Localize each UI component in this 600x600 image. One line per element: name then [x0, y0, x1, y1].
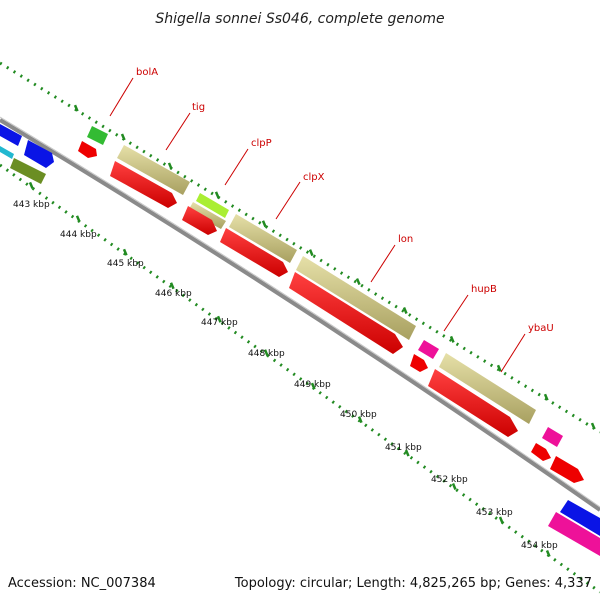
tick-mark — [261, 220, 267, 228]
tick-mark — [216, 315, 222, 323]
gene-label-bolA: bolA — [136, 67, 158, 78]
gene-labels: bolA tig clpP clpX lon hupB ybaU — [136, 67, 554, 334]
tick-mark — [451, 483, 457, 491]
neighbor-blue-feature — [0, 124, 22, 146]
accession-text: Accession: NC_007384 — [8, 576, 156, 591]
gene-label-ybaU: ybaU — [528, 323, 554, 334]
gene-label-clpX: clpX — [303, 172, 325, 183]
neighbor-features-left — [0, 124, 54, 184]
tick-mark — [498, 516, 504, 524]
tick-mark — [120, 133, 126, 141]
tick-mark — [545, 549, 551, 557]
gene-red-arrow — [550, 456, 584, 483]
leader-lon — [370, 244, 396, 283]
tick-mark — [169, 282, 175, 290]
neighbor-pink-feature-right — [548, 512, 600, 556]
tick-mark — [310, 382, 316, 390]
gene-ybaU-forward — [439, 353, 536, 424]
gene-hupB-small — [418, 340, 439, 359]
tick-mark — [404, 449, 410, 457]
gene-tig-reverse — [110, 161, 177, 208]
tick-mark — [449, 335, 455, 343]
tick-mark — [167, 162, 173, 170]
gene-tig-forward — [117, 145, 190, 195]
tick-mark — [28, 181, 34, 189]
gene-pink-small — [542, 427, 563, 447]
neighbor-cyan-feature — [0, 146, 14, 159]
tick-mark — [355, 278, 361, 286]
tick-label: 446 kbp — [155, 289, 192, 299]
tick-mark — [263, 349, 269, 357]
tick-label: 444 kbp — [60, 230, 97, 240]
outer-dotted-ring — [0, 61, 600, 434]
tick-label: 445 kbp — [107, 259, 144, 269]
tick-mark — [75, 215, 81, 223]
gene-ybaU-reverse — [428, 369, 518, 437]
map-title: Shigella sonnei Ss046, complete genome — [155, 11, 444, 27]
tick-label: 451 kbp — [385, 443, 422, 453]
gene-clpX-forward — [229, 214, 297, 263]
tick-label: 443 kbp — [13, 200, 50, 210]
leader-clpX — [275, 181, 301, 220]
tick-label: 449 kbp — [294, 380, 331, 390]
gene-lon-forward — [296, 256, 416, 340]
gene-clpX-reverse — [220, 228, 288, 277]
tick-mark — [73, 104, 79, 112]
tick-mark — [214, 191, 220, 199]
tick-label: 454 kbp — [521, 541, 558, 551]
tick-mark — [122, 248, 128, 256]
gene-hupB-reverse — [410, 354, 428, 372]
gene-features — [78, 126, 600, 556]
leader-bolA — [109, 77, 134, 117]
gene-label-lon: lon — [398, 234, 413, 245]
genome-backbone — [0, 118, 600, 512]
gene-label-clpP: clpP — [251, 138, 272, 149]
tick-mark — [402, 306, 408, 314]
leader-tig — [165, 112, 191, 151]
gene-label-tig: tig — [192, 102, 205, 113]
neighbor-blue-feature — [24, 140, 54, 168]
tick-label: 448 kbp — [248, 349, 285, 359]
leader-ybaU — [500, 333, 526, 373]
gene-label-hupB: hupB — [471, 284, 497, 295]
tick-mark — [496, 364, 502, 372]
tick-mark — [308, 249, 314, 257]
gene-bolA-small — [87, 126, 108, 145]
tick-mark — [357, 416, 363, 424]
gene-clpP-forward — [188, 202, 226, 229]
genome-summary-text: Topology: circular; Length: 4,825,265 bp… — [234, 576, 592, 591]
tick-label: 453 kbp — [476, 508, 513, 518]
tick-mark — [543, 393, 549, 401]
gene-small-red — [78, 141, 97, 158]
gene-red-small — [531, 443, 551, 461]
leader-hupB — [443, 294, 469, 332]
leader-clpP — [224, 148, 249, 186]
gene-leader-lines — [109, 77, 526, 373]
gene-lon-reverse — [289, 272, 403, 354]
tick-label: 447 kbp — [201, 318, 238, 328]
gene-clpP-reverse — [182, 206, 217, 235]
scale-tick-labels: 443 kbp 444 kbp 445 kbp 446 kbp 447 kbp … — [13, 200, 558, 551]
neighbor-blue-feature-right — [560, 500, 600, 536]
scale-ticks — [28, 104, 596, 557]
tick-label: 450 kbp — [340, 410, 377, 420]
tick-label: 452 kbp — [431, 475, 468, 485]
neighbor-olive-feature — [10, 158, 46, 184]
tick-mark — [590, 422, 596, 430]
gene-clpP-small — [196, 193, 229, 218]
inner-dotted-ring — [0, 163, 600, 594]
